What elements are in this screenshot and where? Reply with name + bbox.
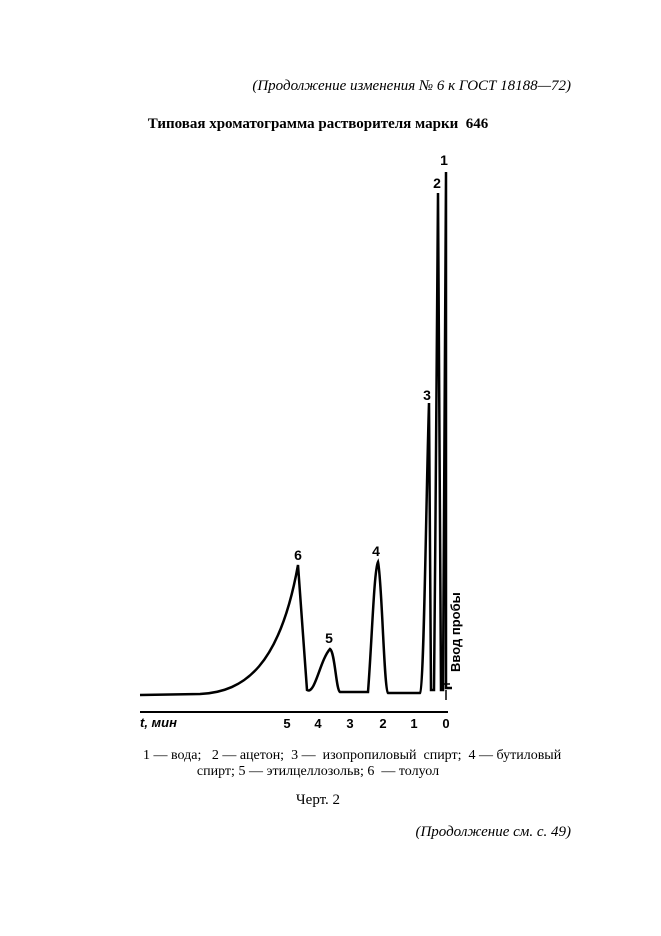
tick-label: 3 <box>346 716 353 731</box>
legend-line: спирт; 5 — этилцеллозольв; 6 — толуол <box>196 764 440 779</box>
peak-label: 2 <box>433 175 441 191</box>
injection-label: Ввод пробы <box>448 592 463 672</box>
tick-label: 2 <box>379 716 386 731</box>
peak-label: 1 <box>440 152 448 168</box>
tick-label: 0 <box>442 716 449 731</box>
header: (Продолжение изменения № 6 к ГОСТ 18188—… <box>252 78 571 94</box>
tick-label: 1 <box>410 716 417 731</box>
injection-mark <box>442 683 450 700</box>
peak-label: 5 <box>325 630 333 646</box>
peak-label: 4 <box>372 543 380 559</box>
footer: (Продолжение см. с. 49) <box>415 824 571 840</box>
title: Типовая хроматограмма растворителя марки… <box>147 116 489 132</box>
legend-line: 1 — вода; 2 — ацетон; 3 — изопропиловый … <box>143 748 562 763</box>
peak-label: 6 <box>294 547 302 563</box>
curve <box>139 171 452 697</box>
tick-label: 5 <box>283 716 290 731</box>
chromatogram: 1 2 3 4 5 6 5 4 3 2 1 0 t, мин Ввод пробы <box>139 152 463 731</box>
tick-label: 4 <box>314 716 322 731</box>
axis-label: t, мин <box>140 715 177 730</box>
caption: Черт. 2 <box>295 792 341 808</box>
peak-label: 3 <box>423 387 431 403</box>
